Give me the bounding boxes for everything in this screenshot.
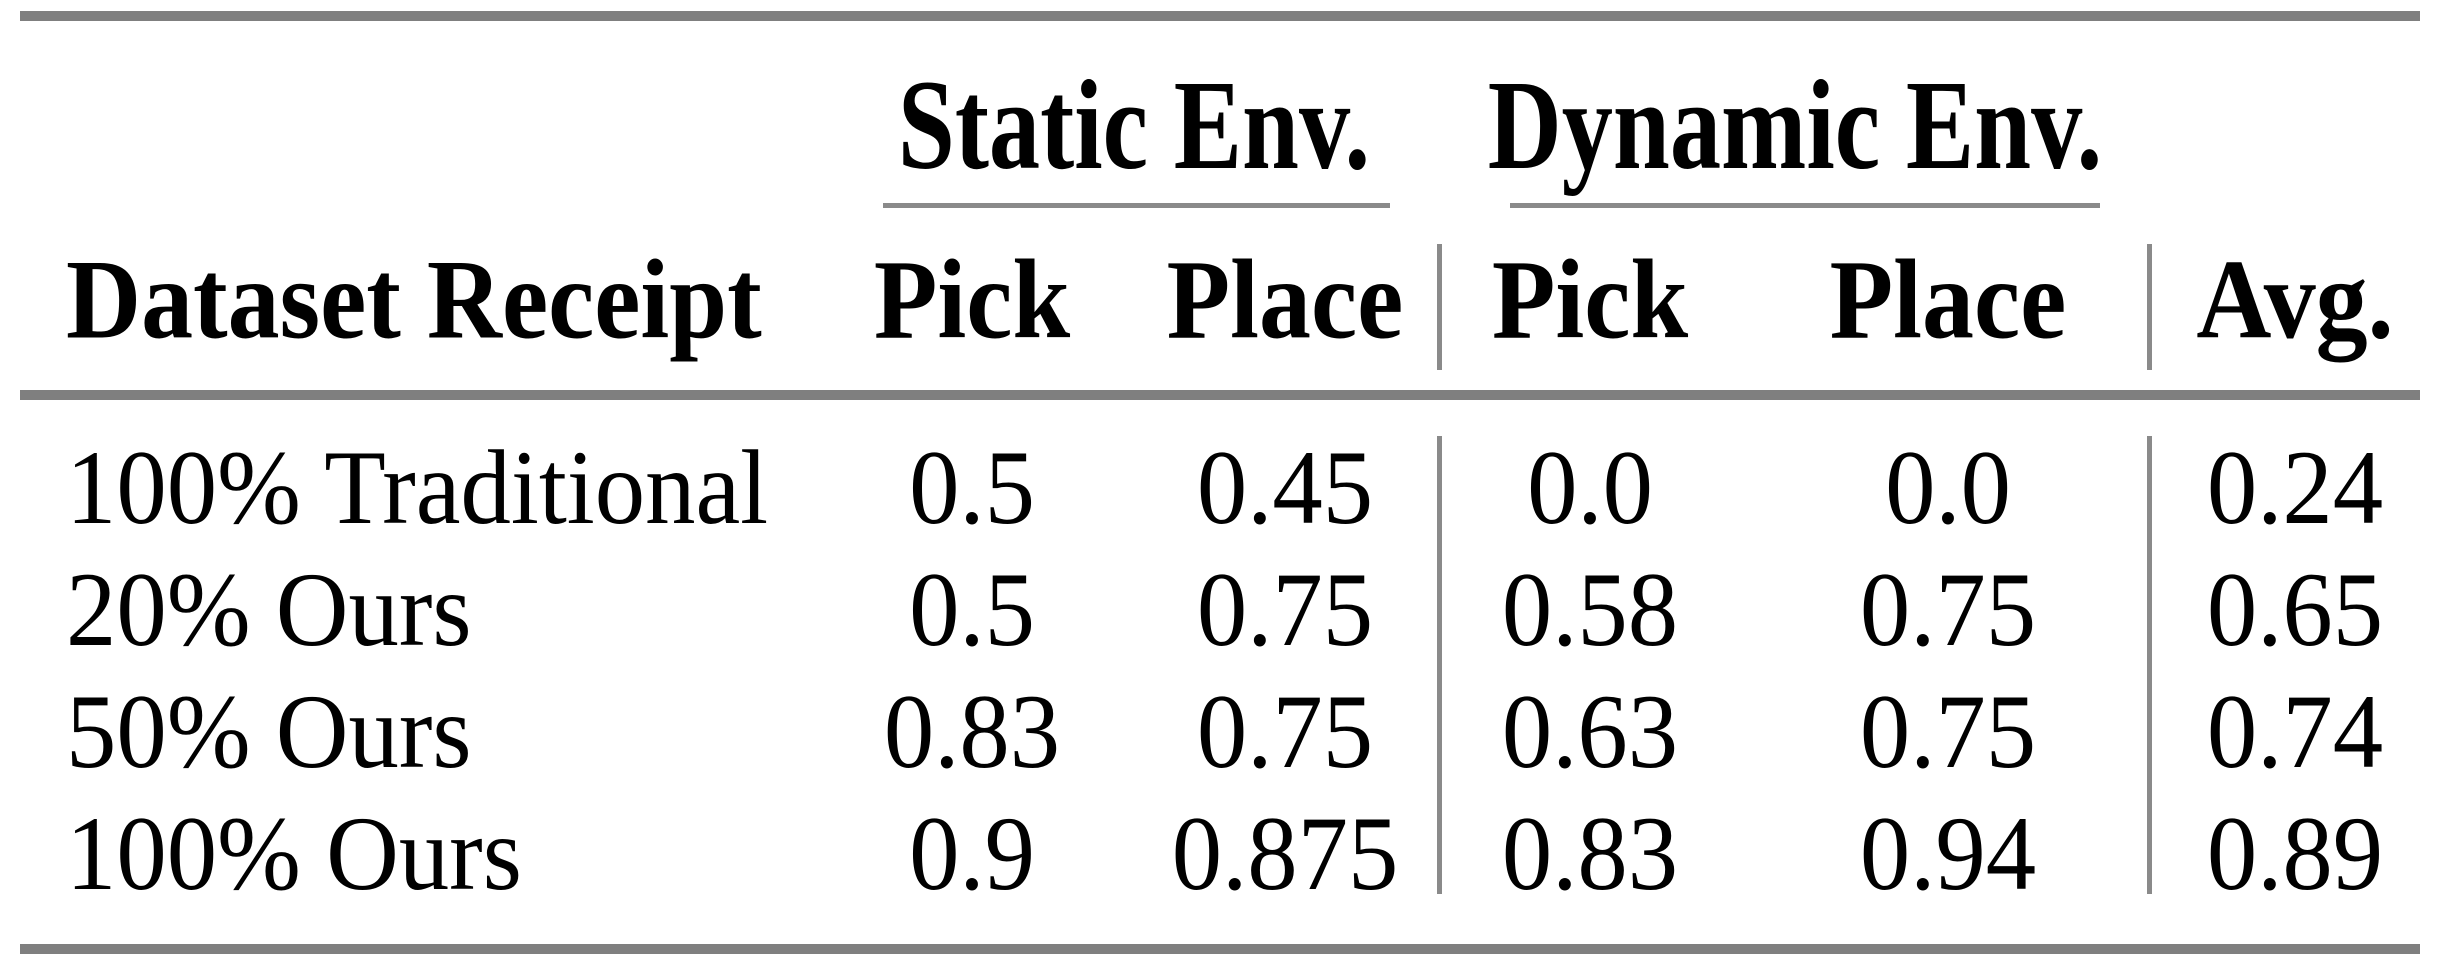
row-2-label: 50% Ours bbox=[66, 673, 472, 790]
row-2-static-place: 0.75 bbox=[1196, 673, 1374, 790]
col-header-dynamic-place-label: Place bbox=[1829, 237, 2067, 363]
group-header-dynamic-env: Dynamic Env. bbox=[1411, 61, 2179, 189]
col-header-avg: Avg. bbox=[2188, 244, 2402, 357]
row-3-static-place: 0.875 bbox=[1171, 795, 1399, 912]
divider-dynamic-avg-body bbox=[2147, 436, 2152, 894]
row-0-static-place: 0.45 bbox=[1196, 429, 1374, 546]
row-2-dynamic-pick: 0.63 bbox=[1501, 673, 1679, 790]
col-header-static-place-label: Place bbox=[1166, 237, 1404, 363]
mid-rule bbox=[20, 390, 2420, 400]
col-header-dataset-receipt-label: Dataset Receipt bbox=[66, 237, 762, 363]
row-0-static-pick: 0.5 bbox=[909, 429, 1035, 546]
row-1-static-place: 0.75 bbox=[1196, 551, 1374, 668]
col-header-dynamic-place: Place bbox=[1819, 244, 2076, 357]
col-header-dynamic-pick-label: Pick bbox=[1491, 237, 1689, 363]
row-2-avg: 0.74 bbox=[2206, 673, 2384, 790]
row-2-static-pick: 0.83 bbox=[883, 673, 1061, 790]
row-1-label: 20% Ours bbox=[66, 551, 472, 668]
row-1-dynamic-pick: 0.58 bbox=[1501, 551, 1679, 668]
group-header-static-env-label: Static Env. bbox=[897, 54, 1371, 196]
row-3-avg: 0.89 bbox=[2206, 795, 2384, 912]
group-header-dynamic-env-label: Dynamic Env. bbox=[1487, 54, 2103, 196]
divider-dynamic-avg-header bbox=[2147, 244, 2152, 370]
col-header-static-place: Place bbox=[1156, 244, 1413, 357]
divider-static-dynamic-header bbox=[1437, 244, 1442, 370]
row-0-avg: 0.24 bbox=[2206, 429, 2384, 546]
row-1-dynamic-place: 0.75 bbox=[1859, 551, 2037, 668]
row-1-avg: 0.65 bbox=[2206, 551, 2384, 668]
row-0-label: 100% Traditional bbox=[66, 429, 769, 546]
divider-static-dynamic-body bbox=[1437, 436, 1442, 894]
row-0-dynamic-pick: 0.0 bbox=[1527, 429, 1653, 546]
row-3-dynamic-pick: 0.83 bbox=[1501, 795, 1679, 912]
group-header-static-env: Static Env. bbox=[839, 61, 1429, 189]
static-env-cmidrule bbox=[883, 203, 1390, 208]
row-1-static-pick: 0.5 bbox=[909, 551, 1035, 668]
col-header-avg-label: Avg. bbox=[2196, 237, 2394, 363]
top-rule bbox=[20, 11, 2420, 21]
col-header-dynamic-pick: Pick bbox=[1483, 244, 1696, 357]
col-header-static-pick: Pick bbox=[865, 244, 1078, 357]
row-3-dynamic-place: 0.94 bbox=[1859, 795, 2037, 912]
row-3-label: 100% Ours bbox=[66, 795, 522, 912]
col-header-dataset-receipt: Dataset Receipt bbox=[66, 244, 822, 357]
row-3-static-pick: 0.9 bbox=[909, 795, 1035, 912]
row-0-dynamic-place: 0.0 bbox=[1885, 429, 2011, 546]
dynamic-env-cmidrule bbox=[1510, 203, 2100, 208]
col-header-static-pick-label: Pick bbox=[873, 237, 1071, 363]
row-2-dynamic-place: 0.75 bbox=[1859, 673, 2037, 790]
bottom-rule bbox=[20, 944, 2420, 954]
